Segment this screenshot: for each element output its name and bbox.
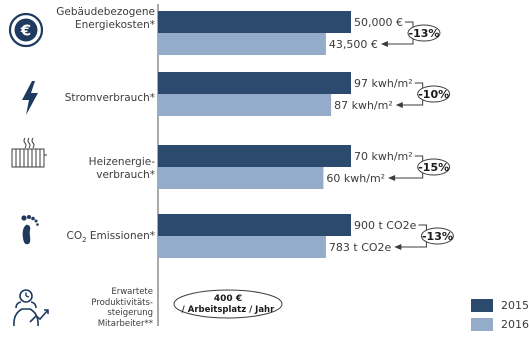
value-label-2016-2: 60 kwh/m² [326, 172, 385, 185]
category-label-co2: CO2 Emissionen* [0, 230, 156, 247]
legend-swatch-2015 [471, 299, 493, 312]
legend-item-2016: 2016 [471, 318, 529, 331]
value-label-2016-0: 43,500 € [329, 38, 378, 51]
category-label-productivity: Erwartete Produktivitäts- steigerung Mit… [13, 287, 153, 329]
change-badge-1 [417, 85, 451, 103]
category-label-heating: Heizenergie- verbrauch* [0, 156, 155, 182]
productivity-callout [173, 289, 283, 319]
category-label-co2-post: Emissionen* [86, 230, 155, 242]
category-label-energy-costs-line1: Gebäudebezogene [56, 6, 155, 18]
category-label-productivity-line4: Mitarbeiter** [97, 318, 153, 329]
lightning-bolt-icon [22, 81, 38, 115]
bar-2015-3 [158, 214, 351, 236]
change-arrowhead-3 [394, 244, 402, 250]
bar-2016-2 [158, 167, 324, 189]
category-label-co2-pre: CO [66, 230, 83, 242]
change-badge-3 [420, 227, 454, 245]
category-label-electricity-text: Stromverbrauch* [64, 92, 155, 104]
change-arrowhead-0 [380, 41, 388, 47]
value-label-2016-3: 783 t CO2e [329, 241, 392, 254]
category-label-co2-sub: 2 [82, 236, 87, 245]
bar-2015-2 [158, 145, 351, 167]
change-arrowhead-1 [395, 102, 403, 108]
change-label-0: -13% [409, 27, 440, 40]
legend-swatch-2016 [471, 318, 493, 331]
bar-2016-1 [158, 94, 332, 116]
bar-2015-0 [158, 11, 351, 33]
category-label-productivity-line3: steigerung [107, 308, 153, 318]
value-label-2015-3: 900 t CO2e [354, 219, 417, 232]
category-label-energy-costs-line2: Energiekosten* [74, 19, 155, 31]
productivity-person-icon [13, 289, 49, 327]
change-arrowhead-2 [388, 175, 396, 181]
euro-coin-icon: € [8, 12, 44, 48]
productivity-callout-line2: / Arbeitsplatz / Jahr [182, 305, 275, 315]
legend-item-2015: 2015 [471, 299, 529, 312]
bar-2016-0 [158, 33, 326, 55]
bar-2015-1 [158, 72, 351, 94]
value-label-2015-2: 70 kwh/m² [354, 150, 413, 163]
change-badge-2 [417, 158, 451, 176]
category-label-productivity-line1: Erwartete [111, 287, 153, 297]
legend-label-2015: 2015 [501, 299, 529, 312]
change-badge-0 [407, 24, 441, 42]
category-label-productivity-line2: Produktivitäts- [91, 297, 153, 308]
bar-2016-3 [158, 236, 326, 258]
svg-text:€: € [20, 22, 31, 40]
value-label-2015-0: 50,000 € [354, 16, 403, 29]
value-label-2015-1: 97 kwh/m² [354, 77, 413, 90]
category-label-electricity: Stromverbrauch* [0, 92, 155, 105]
change-label-3: -13% [422, 230, 453, 243]
change-label-1: -10% [418, 88, 449, 101]
category-label-heating-line1: Heizenergie- [88, 156, 155, 168]
change-label-2: -15% [418, 161, 449, 174]
value-label-2016-1: 87 kwh/m² [334, 99, 393, 112]
category-label-heating-line2: verbrauch* [96, 169, 155, 181]
radiator-icon [11, 137, 47, 168]
footprint-icon [21, 215, 39, 245]
productivity-callout-line1: 400 € [214, 294, 242, 304]
category-label-energy-costs: Gebäudebezogene Energiekosten* [0, 6, 155, 32]
legend-label-2016: 2016 [501, 318, 529, 331]
